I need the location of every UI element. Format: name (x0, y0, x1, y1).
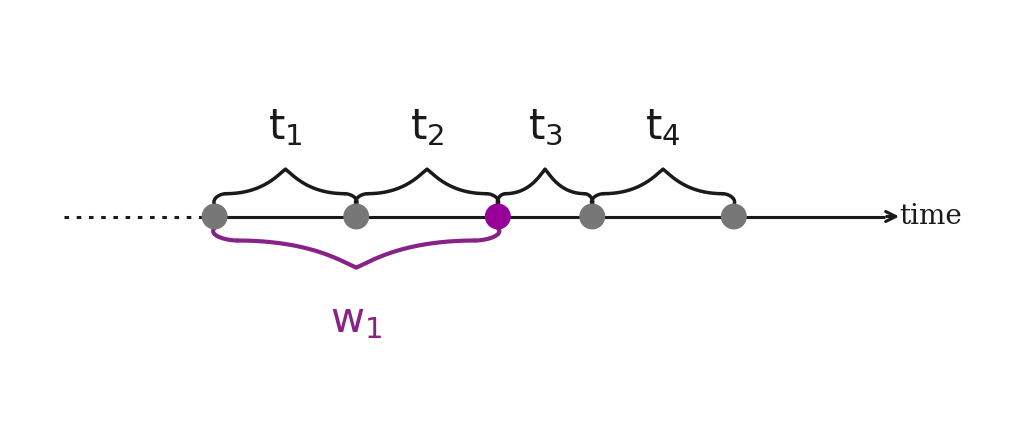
Circle shape (344, 204, 369, 229)
Text: $\mathrm{t}_{1}$: $\mathrm{t}_{1}$ (268, 107, 303, 149)
Text: $\mathrm{t}_{2}$: $\mathrm{t}_{2}$ (410, 107, 444, 149)
Circle shape (485, 204, 510, 229)
Text: time: time (899, 203, 962, 230)
Circle shape (580, 204, 604, 229)
Text: $\mathrm{w}_{1}$: $\mathrm{w}_{1}$ (330, 300, 382, 342)
Circle shape (722, 204, 746, 229)
Text: $\mathrm{t}_{3}$: $\mathrm{t}_{3}$ (527, 107, 562, 149)
Circle shape (203, 204, 227, 229)
Text: $\mathrm{t}_{4}$: $\mathrm{t}_{4}$ (645, 107, 681, 149)
